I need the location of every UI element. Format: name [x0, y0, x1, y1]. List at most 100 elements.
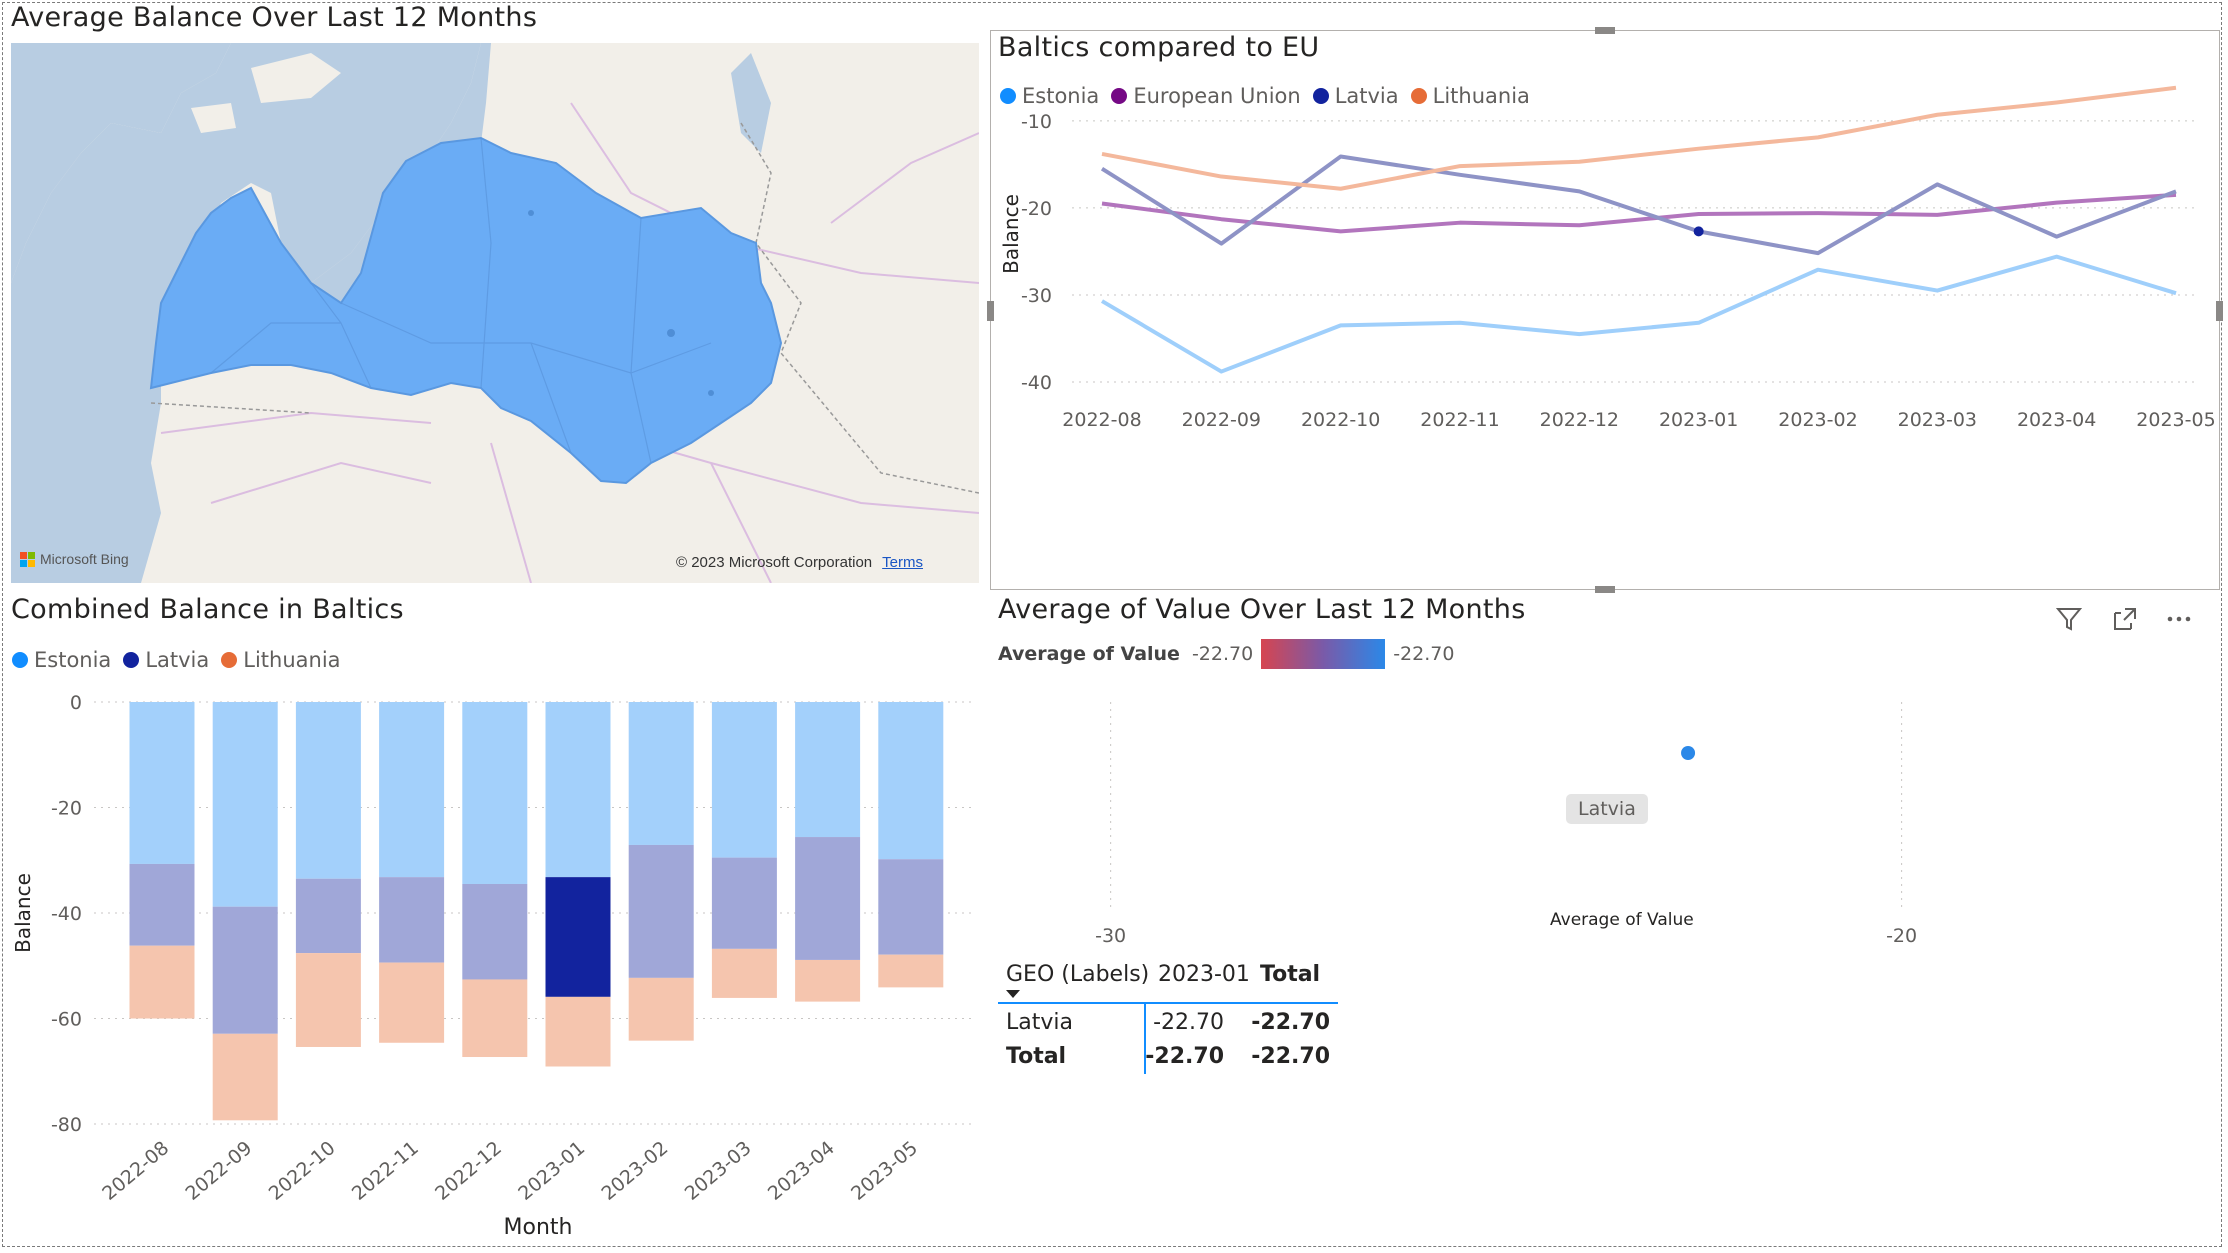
- line-chart-legend[interactable]: Estonia European Union Latvia Lithuania: [1000, 84, 1542, 108]
- matrix-header-geo[interactable]: GEO (Labels): [1006, 962, 1150, 987]
- matrix-table[interactable]: GEO (Labels) 2023-01 Total Latvia -22.70…: [998, 956, 1338, 1074]
- bar-segment-lithuania[interactable]: [212, 1033, 278, 1121]
- matrix-cell-value: -22.70: [1153, 1010, 1224, 1035]
- matrix-row-divider: [1144, 1002, 1146, 1074]
- bar-segment-lithuania[interactable]: [711, 948, 777, 998]
- bar-segment-latvia[interactable]: [379, 877, 445, 963]
- focus-mode-icon[interactable]: [2108, 602, 2142, 636]
- series-line-estonia[interactable]: [1100, 254, 2177, 374]
- legend-label: Lithuania: [243, 648, 341, 672]
- matrix-header-period[interactable]: 2023-01: [1158, 962, 1250, 987]
- bar-segment-lithuania[interactable]: [379, 962, 445, 1043]
- bar-segment-estonia[interactable]: [379, 702, 445, 878]
- line-chart-plot[interactable]: -10 -20 -30 -40 2022-08 2022-09 2022-10 2022-11…: [992, 30, 2218, 588]
- bar-segment-latvia[interactable]: [462, 883, 528, 980]
- legend-item-latvia[interactable]: Latvia: [123, 648, 209, 672]
- matrix-row[interactable]: Latvia -22.70 -22.70: [998, 1004, 1338, 1038]
- resize-handle-top[interactable]: [1595, 27, 1615, 34]
- bar-segment-latvia[interactable]: [212, 906, 278, 1034]
- bar-segment-latvia[interactable]: [711, 857, 777, 949]
- microsoft-logo-icon: [20, 551, 35, 567]
- bar-segment-estonia[interactable]: [795, 702, 861, 838]
- series-line-latvia[interactable]: [1100, 154, 2177, 256]
- x-tick-label: -20: [1886, 925, 1917, 947]
- gradient-bar: [1261, 639, 1386, 669]
- x-tick-label: 2022-08: [98, 1137, 173, 1205]
- x-tick-label: 2022-10: [1301, 409, 1380, 431]
- y-tick-label: -20: [51, 798, 82, 820]
- bar-segment-latvia[interactable]: [628, 844, 694, 978]
- map-visual[interactable]: Average Balance Over Last 12 Months: [0, 0, 985, 590]
- bar-segment-lithuania[interactable]: [545, 996, 611, 1067]
- line-chart-visual[interactable]: Baltics compared to EU Estonia European U…: [992, 30, 2218, 588]
- bar-segment-lithuania[interactable]: [462, 979, 528, 1058]
- bar-segment-estonia[interactable]: [212, 702, 278, 907]
- bar-segment-lithuania[interactable]: [795, 959, 861, 1002]
- x-tick-label: 2022-09: [181, 1137, 256, 1205]
- legend-label: Lithuania: [1432, 84, 1530, 108]
- resize-handle-bottom[interactable]: [1595, 586, 1615, 593]
- bar-segment-latvia[interactable]: [545, 877, 611, 997]
- scatter-plot[interactable]: -30 -20: [992, 672, 2218, 972]
- legend-item-lithuania[interactable]: Lithuania: [221, 648, 341, 672]
- y-tick-label: -80: [51, 1114, 82, 1136]
- matrix-total-row[interactable]: Total -22.70 -22.70: [998, 1038, 1338, 1072]
- resize-handle-left[interactable]: [987, 301, 994, 321]
- matrix-cell-total: -22.70: [1251, 1010, 1330, 1035]
- x-tick-label: 2022-11: [348, 1137, 423, 1205]
- resize-handle-right[interactable]: [2216, 301, 2223, 321]
- legend-item-estonia[interactable]: Estonia: [1000, 84, 1099, 108]
- legend-item-european-union[interactable]: European Union: [1111, 84, 1301, 108]
- x-tick-label: 2022-12: [431, 1137, 506, 1205]
- legend-label: European Union: [1133, 84, 1301, 108]
- map-canvas[interactable]: [11, 43, 979, 583]
- x-tick-label: 2022-09: [1182, 409, 1261, 431]
- bar-segment-lithuania[interactable]: [129, 945, 195, 1019]
- sort-desc-icon[interactable]: [1006, 990, 1020, 998]
- bar-segment-lithuania[interactable]: [878, 954, 944, 988]
- x-tick-label: 2022-11: [1420, 409, 1499, 431]
- y-tick-label: -40: [1021, 372, 1052, 394]
- bar-segment-estonia[interactable]: [711, 702, 777, 858]
- series-line-lithuania[interactable]: [1101, 85, 2177, 191]
- matrix-total-label: Total: [1006, 1044, 1067, 1069]
- bar-segment-estonia[interactable]: [878, 702, 944, 860]
- scatter-visual[interactable]: Average of Value Over Last 12 Months Ave…: [992, 592, 2218, 1250]
- x-tick-label: 2023-05: [2136, 409, 2215, 431]
- y-tick-label: -10: [1021, 111, 1052, 133]
- bar-segment-latvia[interactable]: [129, 863, 195, 946]
- legend-marker-icon: [1312, 88, 1329, 104]
- x-axis-title: Month: [504, 1215, 573, 1240]
- copyright-text: © 2023 Microsoft Corporation: [676, 554, 873, 571]
- bar-segment-estonia[interactable]: [295, 702, 361, 879]
- x-tick-label: 2023-04: [764, 1137, 839, 1205]
- stacked-bar-visual[interactable]: Combined Balance in Baltics Estonia Latvi…: [0, 592, 985, 1250]
- highlighted-point[interactable]: [1693, 226, 1704, 237]
- terms-link[interactable]: Terms: [882, 554, 923, 571]
- x-tick-label: 2023-02: [597, 1137, 672, 1205]
- bar-segment-lithuania[interactable]: [295, 953, 361, 1047]
- bar-segment-estonia[interactable]: [628, 702, 694, 845]
- legend-item-estonia[interactable]: Estonia: [12, 648, 111, 672]
- legend-marker-icon: [1000, 88, 1016, 104]
- scatter-point[interactable]: [1681, 746, 1696, 760]
- bar-segment-estonia[interactable]: [462, 702, 528, 884]
- bar-segment-lithuania[interactable]: [628, 977, 694, 1041]
- bar-segment-latvia[interactable]: [295, 878, 361, 954]
- bar-segment-latvia[interactable]: [795, 837, 861, 960]
- line-visual-frame[interactable]: [987, 27, 2223, 593]
- bar-chart-legend[interactable]: Estonia Latvia Lithuania: [12, 648, 353, 672]
- filter-icon[interactable]: [2052, 602, 2086, 636]
- bar-segment-estonia[interactable]: [129, 702, 195, 864]
- matrix-header-row: GEO (Labels) 2023-01 Total: [998, 956, 1338, 1004]
- legend-item-lithuania[interactable]: Lithuania: [1410, 84, 1530, 108]
- more-options-icon[interactable]: [2162, 602, 2196, 636]
- matrix-total-total: -22.70: [1251, 1044, 1330, 1069]
- y-tick-label: -30: [1021, 285, 1052, 307]
- legend-item-latvia[interactable]: Latvia: [1312, 84, 1399, 108]
- scatter-x-axis-title: Average of Value: [1550, 910, 1694, 930]
- bar-segment-latvia[interactable]: [878, 859, 944, 955]
- matrix-header-total[interactable]: Total: [1260, 962, 1321, 987]
- bar-segment-estonia[interactable]: [545, 702, 611, 878]
